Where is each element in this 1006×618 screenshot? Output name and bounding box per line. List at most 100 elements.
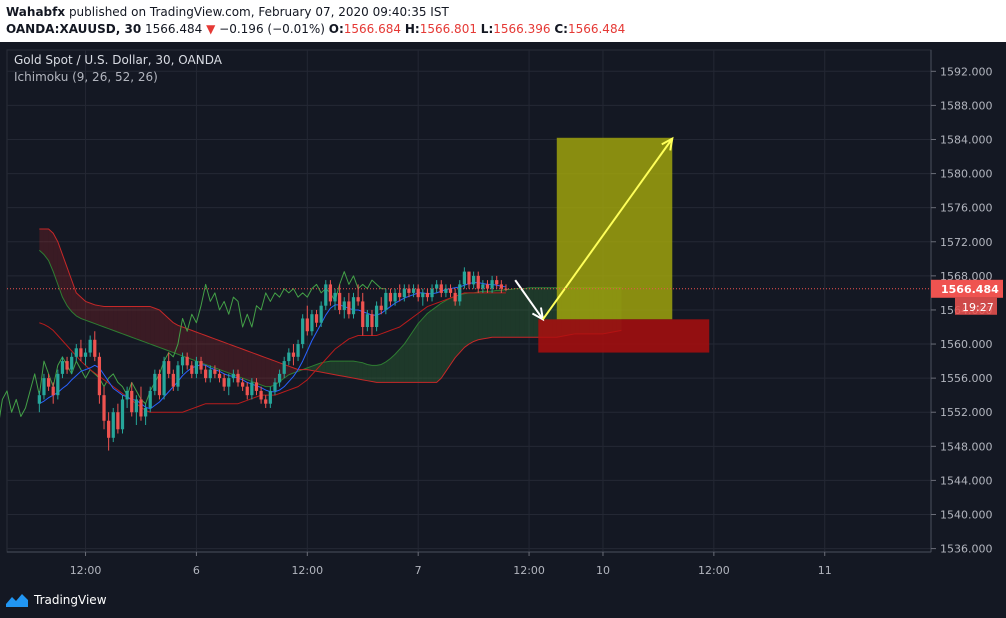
candle-body	[393, 292, 397, 302]
cloud-segment	[385, 358, 391, 383]
last-price-tag-label: 1566.484	[941, 283, 999, 296]
cloud-segment	[113, 306, 118, 333]
candle-body	[370, 314, 374, 327]
cloud-segment	[339, 361, 345, 377]
candle	[319, 301, 323, 327]
candle	[254, 378, 259, 396]
candle	[361, 292, 365, 336]
symbol-label: OANDA:XAUUSD, 30	[6, 22, 142, 36]
cloud-segment	[168, 318, 174, 353]
cloud-segment	[117, 306, 123, 334]
candle-body	[65, 361, 69, 370]
cloud-segment	[524, 287, 530, 338]
candle-body	[425, 292, 430, 298]
close-label: C:	[554, 22, 568, 36]
cloud-segment	[145, 306, 151, 345]
cloud-segment	[164, 314, 169, 351]
candle-body	[190, 365, 194, 374]
cloud-segment	[76, 292, 81, 319]
time-tick-label: 7	[415, 564, 422, 577]
candle	[190, 361, 194, 379]
candle	[130, 382, 134, 417]
candle-body	[411, 288, 416, 293]
candle-body	[407, 288, 411, 293]
candle	[411, 284, 416, 298]
price-tick-label: 1568.000	[940, 270, 993, 283]
cloud-segment	[85, 301, 91, 322]
cloud-segment	[219, 340, 225, 372]
candle-body	[213, 369, 217, 374]
cloud-segment	[510, 288, 516, 338]
cloud-segment	[159, 309, 165, 350]
candle	[398, 284, 402, 302]
candle	[143, 403, 148, 426]
candle	[365, 309, 369, 332]
candle-body	[227, 378, 231, 387]
candle-body	[167, 361, 171, 374]
candle-body	[120, 399, 125, 430]
candle	[213, 365, 217, 379]
price-tick-label: 1588.000	[940, 99, 993, 112]
cloud-segment	[67, 267, 72, 312]
candle	[351, 292, 356, 319]
cloud-segment	[57, 241, 63, 298]
price-tick-label: 1560.000	[940, 338, 993, 351]
cloud-segment	[238, 347, 243, 379]
candle	[291, 344, 296, 366]
cloud-segment	[228, 344, 234, 375]
candle	[379, 297, 383, 315]
cloud-segment	[413, 323, 419, 383]
candle	[499, 280, 503, 293]
close-value: 1566.484	[567, 22, 626, 36]
cloud-segment	[450, 296, 456, 365]
price-tick-label: 1556.000	[940, 372, 993, 385]
candle-body	[56, 373, 60, 396]
senkou-span-a-line	[39, 249, 622, 388]
bar-countdown-label: 19:27	[962, 301, 994, 314]
price-chart[interactable]: 1592.000 1588.000 1584.000 1580.000 1576.000…	[0, 42, 1006, 590]
candle-body	[153, 373, 157, 391]
price-tick-label: 1544.000	[940, 474, 993, 487]
tradingview-brand[interactable]: TradingView	[6, 590, 107, 610]
candle-body	[231, 373, 235, 379]
candle	[370, 309, 374, 336]
open-value: 1566.684	[343, 22, 402, 36]
candle	[301, 314, 305, 349]
cloud-segment	[122, 306, 128, 336]
countdown-tag	[955, 297, 997, 315]
cloud-segment	[496, 290, 502, 338]
high-label: H:	[404, 22, 420, 36]
cloud-segment	[251, 352, 257, 384]
cloud-segment	[187, 328, 192, 360]
candle	[282, 356, 286, 379]
arrow-shaft	[514, 279, 544, 320]
cloud-segment	[408, 330, 414, 383]
candle	[176, 361, 180, 391]
ichimoku-legend[interactable]: Ichimoku (9, 26, 52, 26)	[14, 70, 158, 84]
price-tick-label: 1548.000	[940, 440, 993, 453]
cloud-segment	[131, 306, 137, 339]
candle	[374, 301, 379, 332]
candle	[111, 407, 115, 443]
candle-body	[217, 373, 222, 379]
candle	[444, 284, 448, 298]
candle	[393, 288, 397, 306]
author-name[interactable]: Wahabfx	[6, 5, 66, 19]
cloud-segment	[505, 289, 511, 338]
candle	[485, 280, 490, 293]
candle-body	[88, 339, 92, 353]
candle-body	[287, 352, 291, 362]
candle	[60, 356, 65, 379]
candle-body	[139, 399, 143, 417]
cloud-segment	[399, 344, 405, 383]
candle-body	[499, 284, 503, 289]
open-label: O:	[328, 22, 344, 36]
candle	[495, 275, 499, 289]
symbol-title: Gold Spot / U.S. Dollar, 30, OANDA	[14, 53, 222, 67]
candle	[139, 386, 143, 421]
candle-body	[430, 288, 434, 298]
candle-body	[462, 271, 466, 285]
candle-body	[236, 373, 240, 383]
candle	[120, 395, 125, 434]
candle-body	[481, 284, 485, 289]
